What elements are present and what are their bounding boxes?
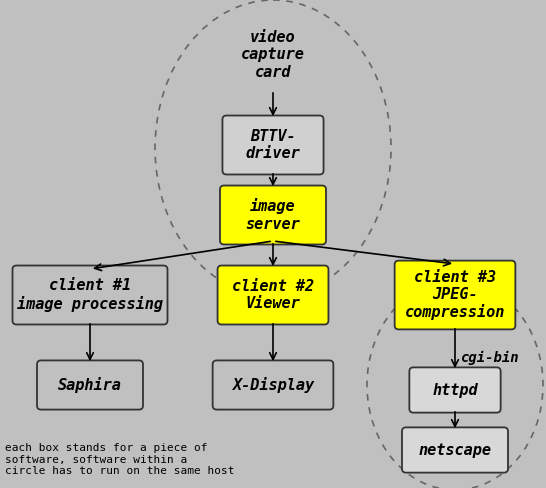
Text: httpd: httpd	[432, 383, 478, 398]
Text: client #1
image processing: client #1 image processing	[17, 278, 163, 312]
Text: X-Display: X-Display	[232, 377, 314, 393]
FancyBboxPatch shape	[220, 185, 326, 244]
FancyBboxPatch shape	[410, 367, 501, 413]
FancyBboxPatch shape	[217, 265, 329, 325]
FancyBboxPatch shape	[37, 361, 143, 409]
FancyBboxPatch shape	[222, 116, 324, 175]
Text: image
server: image server	[246, 198, 300, 232]
Text: client #2
Viewer: client #2 Viewer	[232, 279, 314, 311]
Text: client #3
JPEG-
compression: client #3 JPEG- compression	[405, 269, 505, 321]
Text: cgi-bin: cgi-bin	[461, 351, 519, 365]
FancyBboxPatch shape	[13, 265, 168, 325]
FancyBboxPatch shape	[212, 361, 334, 409]
Text: Saphira: Saphira	[58, 377, 122, 393]
Text: BTTV-
driver: BTTV- driver	[246, 129, 300, 161]
FancyBboxPatch shape	[402, 427, 508, 472]
Text: netscape: netscape	[418, 443, 491, 458]
Text: each box stands for a piece of
software, software within a
circle has to run on : each box stands for a piece of software,…	[5, 443, 234, 476]
Text: video
capture
card: video capture card	[241, 30, 305, 80]
FancyBboxPatch shape	[395, 261, 515, 329]
